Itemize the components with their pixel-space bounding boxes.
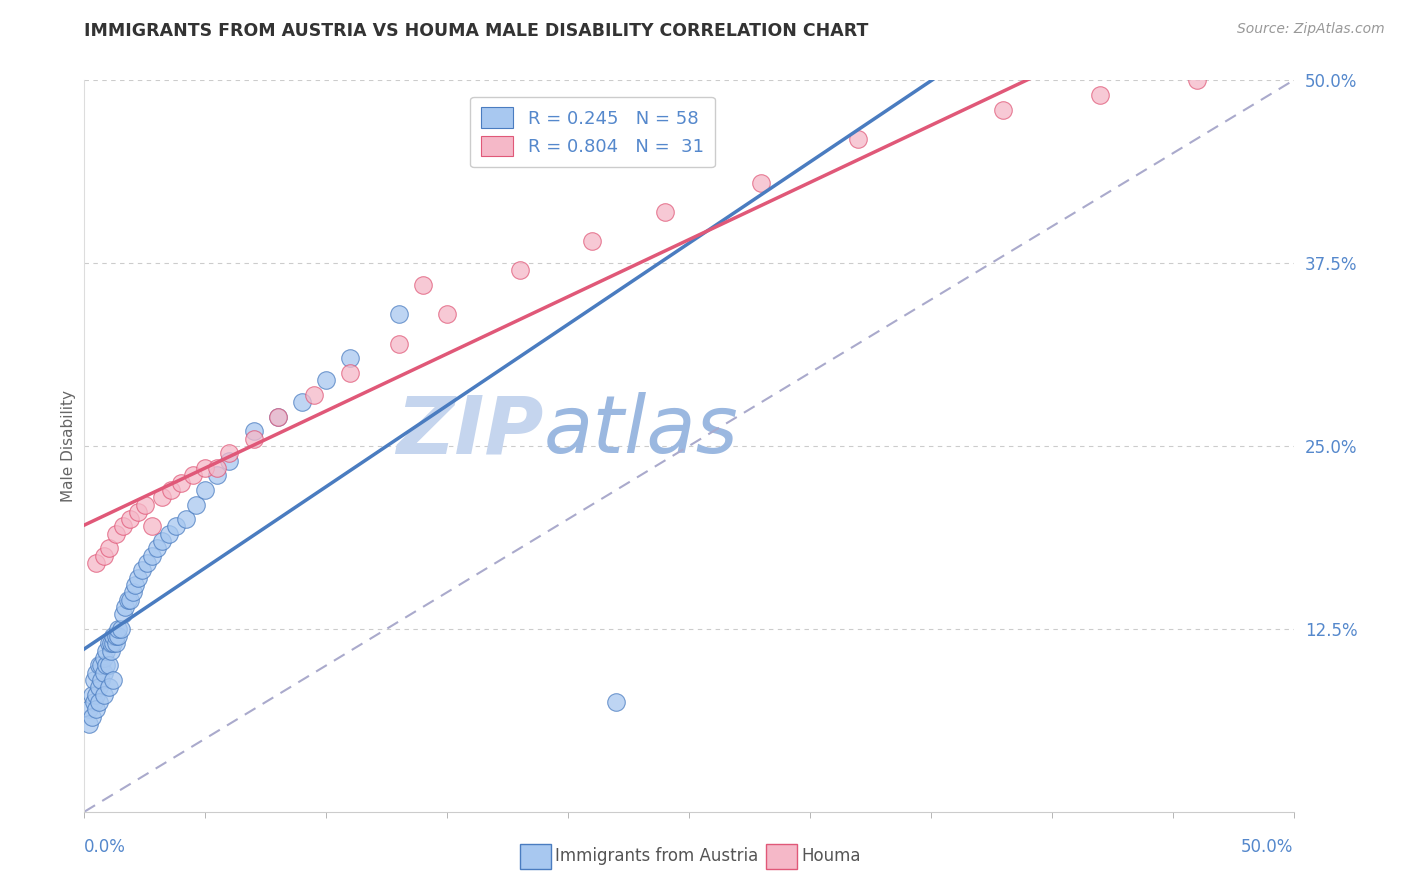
Point <box>87 658 110 673</box>
Point <box>127 571 149 585</box>
Point <box>993 103 1015 117</box>
Point <box>267 409 290 424</box>
Point <box>412 278 434 293</box>
Point <box>112 607 135 622</box>
Point <box>315 373 337 387</box>
Point <box>181 468 204 483</box>
Point <box>83 673 105 687</box>
Point <box>751 176 773 190</box>
Point <box>94 658 117 673</box>
Point <box>146 541 169 556</box>
Point <box>654 205 676 219</box>
Point <box>120 512 142 526</box>
Point <box>127 505 149 519</box>
Point <box>80 709 103 723</box>
Point <box>103 673 125 687</box>
Point <box>150 534 173 549</box>
Text: ZIP: ZIP <box>396 392 544 470</box>
Point <box>86 556 108 570</box>
Point <box>1088 87 1111 102</box>
Point <box>194 461 217 475</box>
Point <box>1185 73 1208 87</box>
Point <box>121 585 143 599</box>
Point <box>103 629 125 643</box>
Point <box>97 658 120 673</box>
Point <box>141 519 163 533</box>
Point <box>93 651 115 665</box>
Point <box>218 446 240 460</box>
Point <box>97 636 120 650</box>
Text: 0.0%: 0.0% <box>84 838 127 856</box>
Point <box>339 366 361 380</box>
Point <box>291 395 314 409</box>
Point <box>103 636 125 650</box>
Y-axis label: Male Disability: Male Disability <box>60 390 76 502</box>
Point <box>184 498 207 512</box>
Point <box>90 658 112 673</box>
Point <box>97 681 120 695</box>
Point <box>110 622 132 636</box>
Text: Source: ZipAtlas.com: Source: ZipAtlas.com <box>1237 22 1385 37</box>
Text: Houma: Houma <box>801 847 860 865</box>
Point <box>388 336 411 351</box>
Point <box>90 673 112 687</box>
Point <box>242 425 264 439</box>
Point <box>93 688 115 702</box>
Point <box>165 519 187 533</box>
Point <box>207 461 229 475</box>
Point <box>93 549 115 563</box>
Point <box>388 307 411 321</box>
Point <box>104 636 127 650</box>
Point <box>104 526 127 541</box>
Point <box>100 644 122 658</box>
Point <box>302 388 325 402</box>
Point <box>94 644 117 658</box>
Point <box>194 483 217 497</box>
Point <box>117 592 139 607</box>
Point <box>120 592 142 607</box>
Point <box>581 234 603 248</box>
Point <box>77 717 100 731</box>
Point <box>160 483 183 497</box>
Point <box>97 541 120 556</box>
Point <box>107 629 129 643</box>
Point <box>134 498 156 512</box>
Point <box>605 695 627 709</box>
Text: Immigrants from Austria: Immigrants from Austria <box>555 847 759 865</box>
Point <box>242 432 264 446</box>
Point <box>114 599 136 614</box>
Point <box>218 453 240 467</box>
Point <box>436 307 458 321</box>
Point <box>100 636 122 650</box>
Text: IMMIGRANTS FROM AUSTRIA VS HOUMA MALE DISABILITY CORRELATION CHART: IMMIGRANTS FROM AUSTRIA VS HOUMA MALE DI… <box>84 22 869 40</box>
Point <box>509 263 531 277</box>
Point <box>104 629 127 643</box>
Point <box>87 695 110 709</box>
Point <box>131 563 153 577</box>
Point <box>846 132 869 146</box>
Point <box>87 681 110 695</box>
Legend: R = 0.245   N = 58, R = 0.804   N =  31: R = 0.245 N = 58, R = 0.804 N = 31 <box>470 96 714 167</box>
Point <box>93 665 115 680</box>
Point <box>174 512 197 526</box>
Point <box>170 475 193 490</box>
Point <box>141 549 163 563</box>
Point <box>124 578 146 592</box>
Point <box>207 468 229 483</box>
Text: atlas: atlas <box>544 392 738 470</box>
Text: 50.0%: 50.0% <box>1241 838 1294 856</box>
Point <box>80 688 103 702</box>
Point <box>107 622 129 636</box>
Point <box>86 688 108 702</box>
Point <box>150 490 173 504</box>
Point <box>86 702 108 716</box>
Point <box>86 665 108 680</box>
Point <box>83 695 105 709</box>
Point <box>77 702 100 716</box>
Point <box>339 351 361 366</box>
Point <box>112 519 135 533</box>
Point <box>267 409 290 424</box>
Point <box>136 556 159 570</box>
Point <box>157 526 180 541</box>
